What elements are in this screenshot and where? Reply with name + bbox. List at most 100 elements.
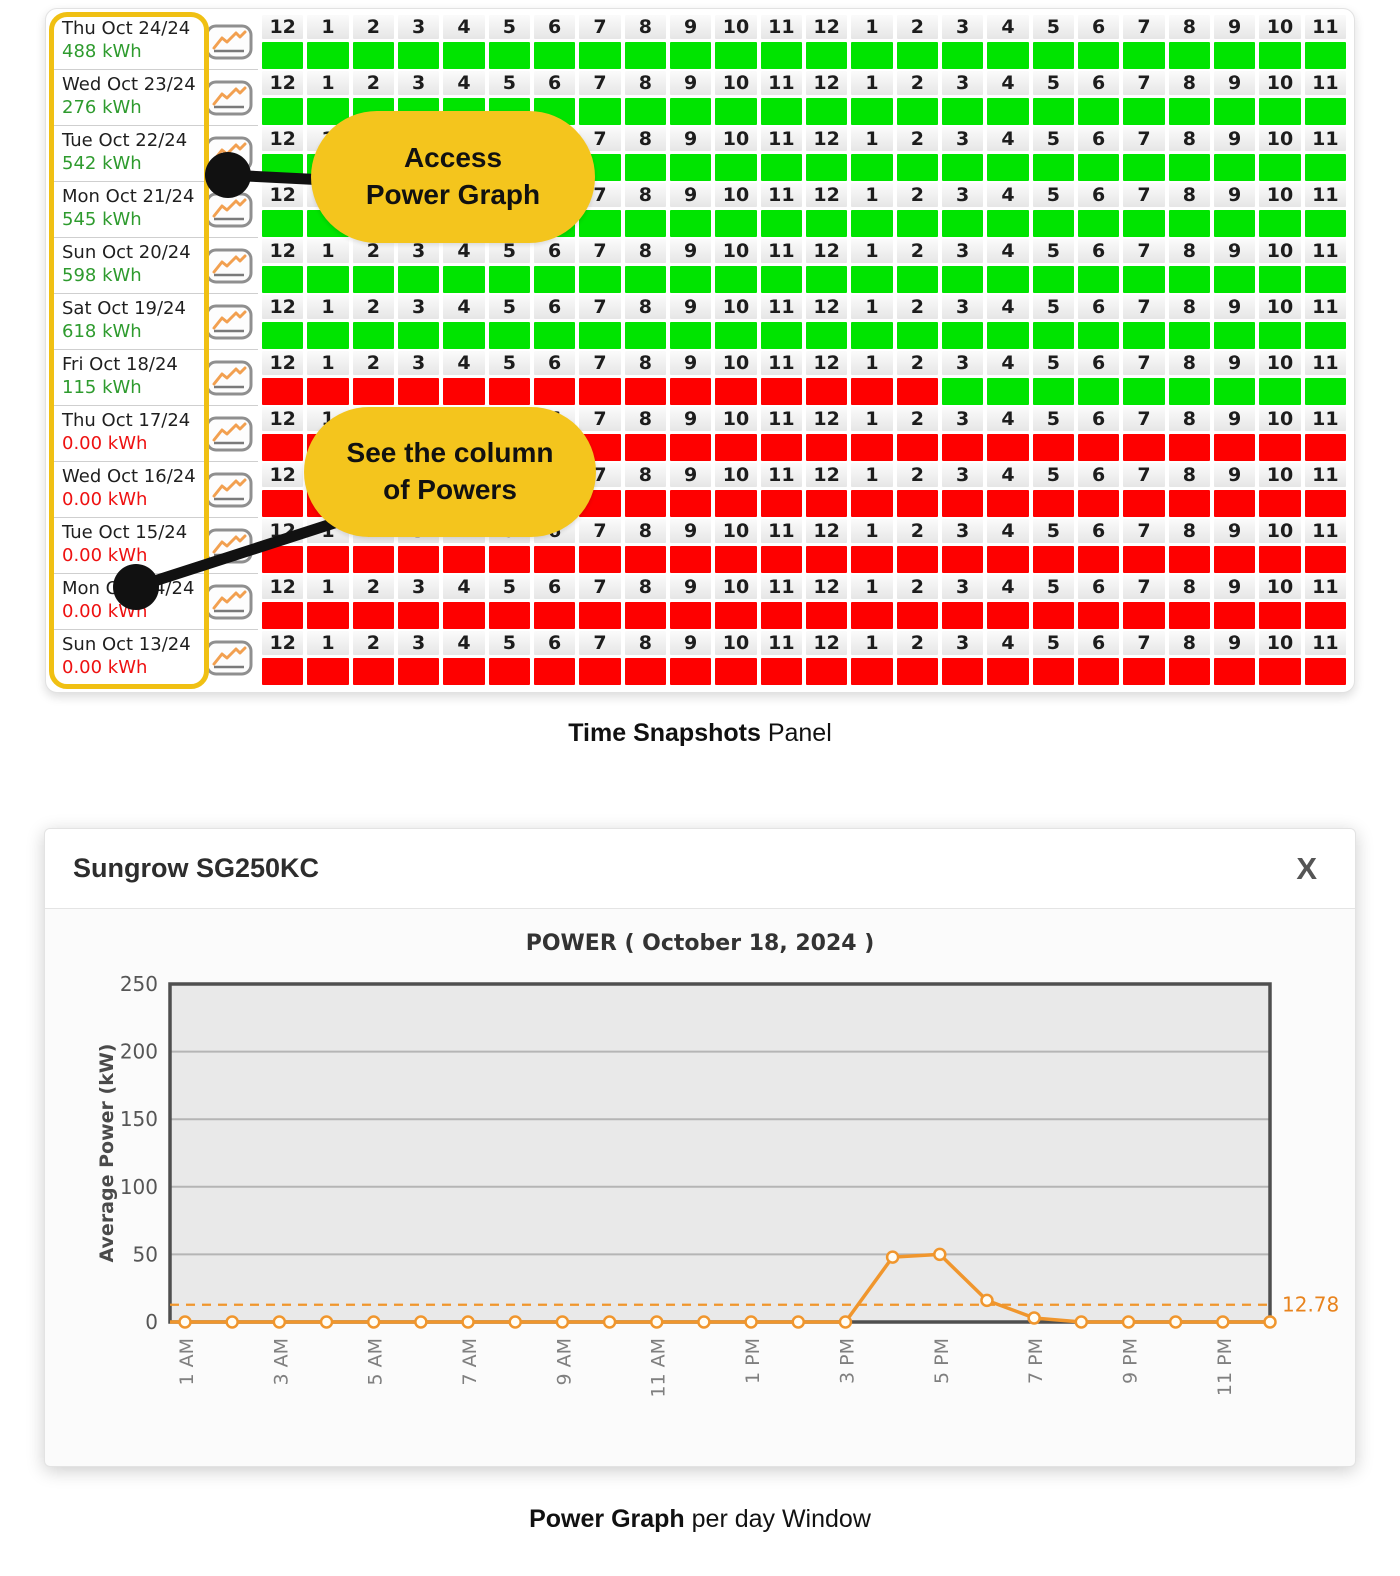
hour-status-cell[interactable] xyxy=(896,434,938,461)
hour-status-cell[interactable] xyxy=(533,546,576,573)
hour-status-cell[interactable] xyxy=(488,602,530,629)
hour-status-cell[interactable] xyxy=(1304,42,1346,69)
hour-status-cell[interactable] xyxy=(307,378,349,405)
hour-status-cell[interactable] xyxy=(579,42,621,69)
hour-status-cell[interactable] xyxy=(1032,154,1074,181)
hour-status-cell[interactable] xyxy=(352,42,394,69)
hour-status-cell[interactable] xyxy=(262,42,304,69)
hour-status-cell[interactable] xyxy=(579,322,621,349)
hour-status-cell[interactable] xyxy=(443,266,485,293)
hour-status-cell[interactable] xyxy=(262,266,304,293)
hour-status-cell[interactable] xyxy=(1077,210,1120,237)
hour-status-cell[interactable] xyxy=(1032,546,1074,573)
power-graph-button[interactable] xyxy=(205,304,253,340)
hour-status-cell[interactable] xyxy=(851,322,893,349)
hour-status-cell[interactable] xyxy=(941,266,984,293)
hour-status-cell[interactable] xyxy=(669,546,712,573)
hour-status-cell[interactable] xyxy=(624,490,666,517)
hour-status-cell[interactable] xyxy=(805,378,848,405)
hour-status-cell[interactable] xyxy=(1168,378,1210,405)
hour-status-cell[interactable] xyxy=(488,322,530,349)
hour-status-cell[interactable] xyxy=(896,42,938,69)
hour-status-cell[interactable] xyxy=(1123,266,1165,293)
hour-status-cell[interactable] xyxy=(987,602,1029,629)
hour-status-cell[interactable] xyxy=(1304,266,1346,293)
hour-status-cell[interactable] xyxy=(987,98,1029,125)
hour-status-cell[interactable] xyxy=(1168,658,1210,685)
hour-status-cell[interactable] xyxy=(579,378,621,405)
hour-status-cell[interactable] xyxy=(1123,322,1165,349)
hour-status-cell[interactable] xyxy=(805,546,848,573)
hour-status-cell[interactable] xyxy=(1077,98,1120,125)
hour-status-cell[interactable] xyxy=(1213,546,1256,573)
hour-status-cell[interactable] xyxy=(579,98,621,125)
hour-status-cell[interactable] xyxy=(760,98,802,125)
hour-status-cell[interactable] xyxy=(987,210,1029,237)
hour-status-cell[interactable] xyxy=(443,322,485,349)
hour-status-cell[interactable] xyxy=(624,602,666,629)
hour-status-cell[interactable] xyxy=(533,42,576,69)
hour-status-cell[interactable] xyxy=(533,378,576,405)
hour-status-cell[interactable] xyxy=(1032,98,1074,125)
hour-status-cell[interactable] xyxy=(669,266,712,293)
hour-status-cell[interactable] xyxy=(987,546,1029,573)
hour-status-cell[interactable] xyxy=(1259,322,1301,349)
close-icon[interactable]: X xyxy=(1290,853,1323,884)
hour-status-cell[interactable] xyxy=(760,210,802,237)
hour-status-cell[interactable] xyxy=(397,42,440,69)
hour-status-cell[interactable] xyxy=(1168,490,1210,517)
hour-status-cell[interactable] xyxy=(624,378,666,405)
hour-status-cell[interactable] xyxy=(805,658,848,685)
power-graph-button[interactable] xyxy=(205,24,253,60)
hour-status-cell[interactable] xyxy=(715,602,757,629)
hour-status-cell[interactable] xyxy=(941,378,984,405)
hour-status-cell[interactable] xyxy=(488,378,530,405)
hour-status-cell[interactable] xyxy=(715,98,757,125)
hour-status-cell[interactable] xyxy=(669,322,712,349)
hour-status-cell[interactable] xyxy=(1168,154,1210,181)
hour-status-cell[interactable] xyxy=(624,98,666,125)
hour-status-cell[interactable] xyxy=(715,378,757,405)
hour-status-cell[interactable] xyxy=(1304,434,1346,461)
power-graph-button[interactable] xyxy=(205,248,253,284)
hour-status-cell[interactable] xyxy=(1304,210,1346,237)
hour-status-cell[interactable] xyxy=(1259,154,1301,181)
hour-status-cell[interactable] xyxy=(851,154,893,181)
hour-status-cell[interactable] xyxy=(533,602,576,629)
hour-status-cell[interactable] xyxy=(1213,602,1256,629)
hour-status-cell[interactable] xyxy=(1032,210,1074,237)
hour-status-cell[interactable] xyxy=(352,322,394,349)
hour-status-cell[interactable] xyxy=(624,266,666,293)
hour-status-cell[interactable] xyxy=(1168,602,1210,629)
hour-status-cell[interactable] xyxy=(1304,602,1346,629)
hour-status-cell[interactable] xyxy=(987,434,1029,461)
hour-status-cell[interactable] xyxy=(1032,434,1074,461)
hour-status-cell[interactable] xyxy=(262,154,304,181)
hour-status-cell[interactable] xyxy=(987,378,1029,405)
hour-status-cell[interactable] xyxy=(851,378,893,405)
hour-status-cell[interactable] xyxy=(1213,322,1256,349)
hour-status-cell[interactable] xyxy=(1304,322,1346,349)
hour-status-cell[interactable] xyxy=(262,378,304,405)
hour-status-cell[interactable] xyxy=(760,42,802,69)
hour-status-cell[interactable] xyxy=(1077,42,1120,69)
hour-status-cell[interactable] xyxy=(1168,266,1210,293)
hour-status-cell[interactable] xyxy=(1032,266,1074,293)
hour-status-cell[interactable] xyxy=(1077,490,1120,517)
hour-status-cell[interactable] xyxy=(851,602,893,629)
hour-status-cell[interactable] xyxy=(1123,98,1165,125)
hour-status-cell[interactable] xyxy=(715,322,757,349)
hour-status-cell[interactable] xyxy=(1032,378,1074,405)
hour-status-cell[interactable] xyxy=(941,210,984,237)
hour-status-cell[interactable] xyxy=(1032,490,1074,517)
hour-status-cell[interactable] xyxy=(352,266,394,293)
hour-status-cell[interactable] xyxy=(579,602,621,629)
hour-status-cell[interactable] xyxy=(1123,658,1165,685)
hour-status-cell[interactable] xyxy=(851,658,893,685)
hour-status-cell[interactable] xyxy=(1168,546,1210,573)
hour-status-cell[interactable] xyxy=(443,378,485,405)
hour-status-cell[interactable] xyxy=(805,42,848,69)
hour-status-cell[interactable] xyxy=(1259,546,1301,573)
hour-status-cell[interactable] xyxy=(1213,98,1256,125)
hour-status-cell[interactable] xyxy=(987,154,1029,181)
